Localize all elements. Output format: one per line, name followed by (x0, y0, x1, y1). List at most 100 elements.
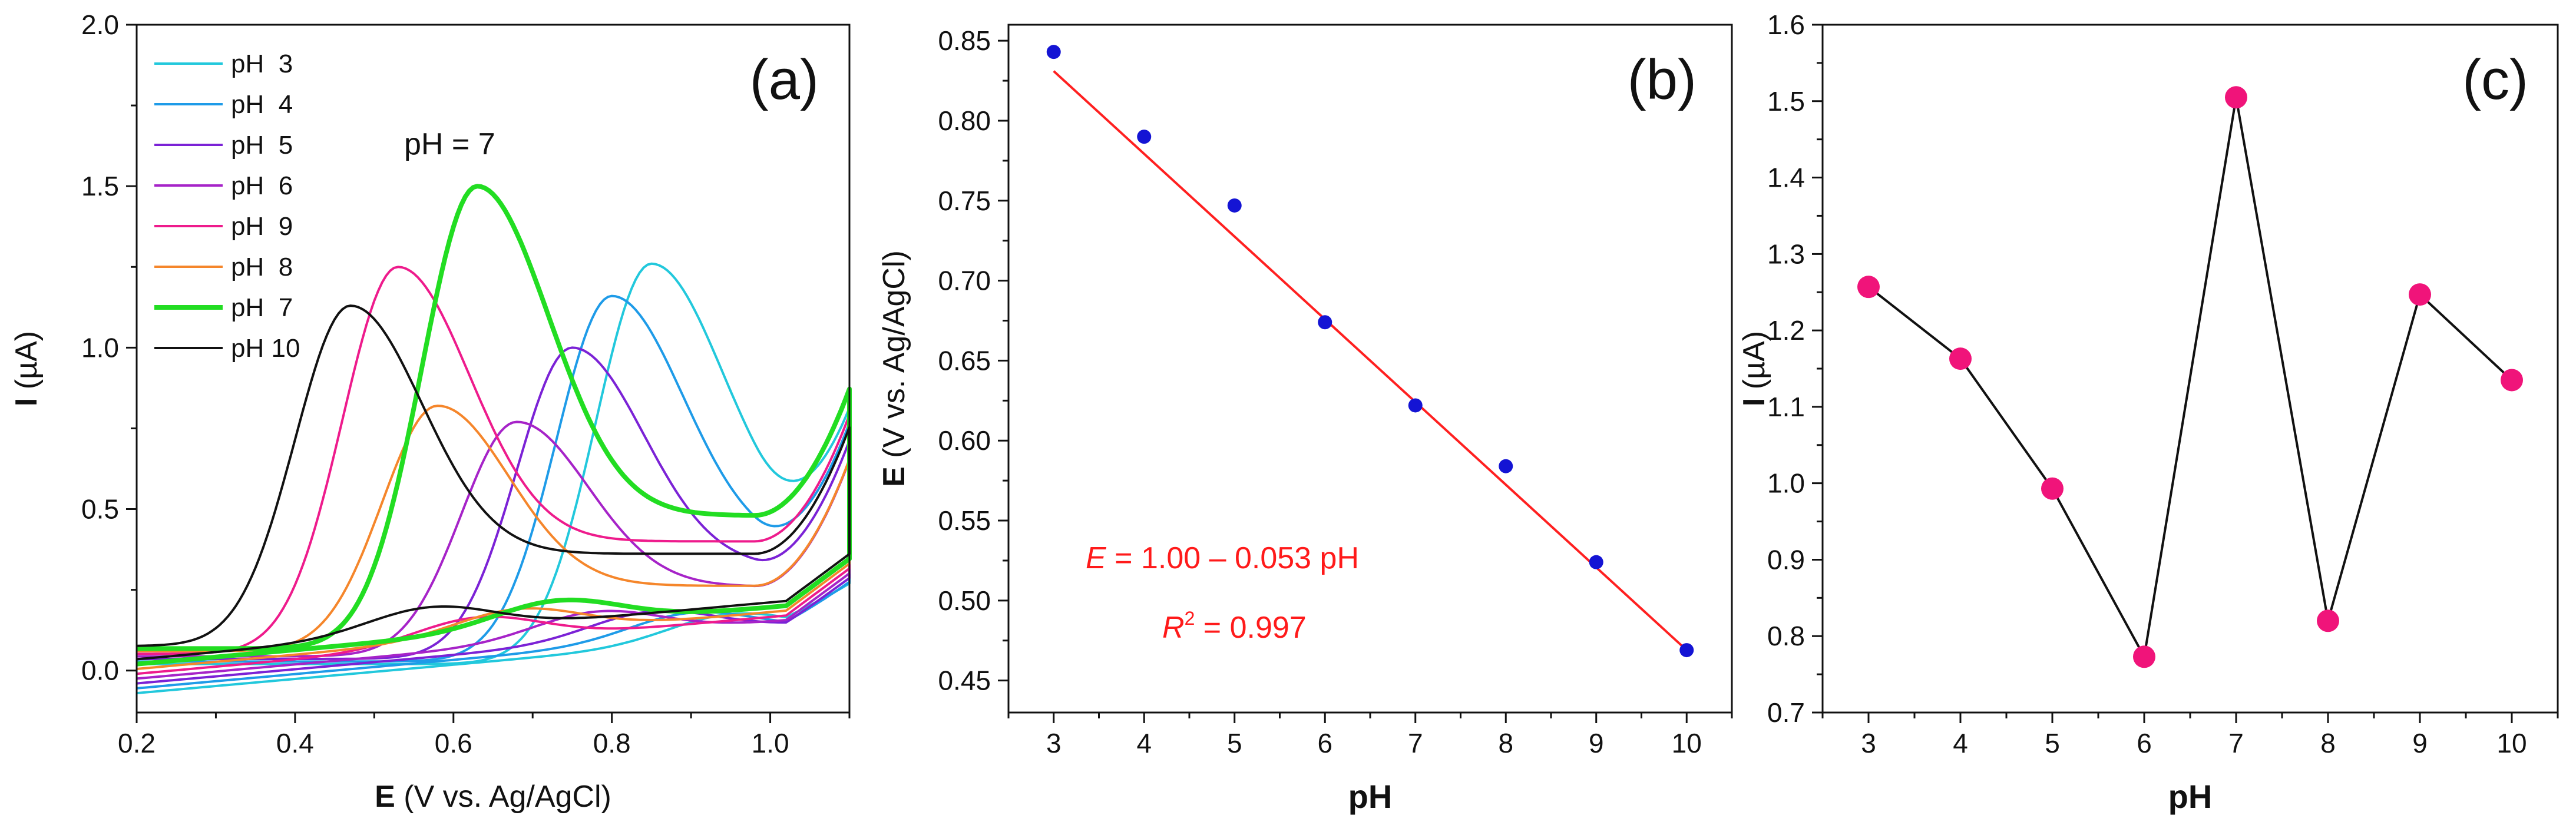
panel-b-x-tick-label: 6 (1317, 728, 1332, 758)
panel-b-x-tick-label: 4 (1136, 728, 1152, 758)
panel-a-x-title-symbol: E (375, 780, 395, 814)
panel-b-data-point (1046, 45, 1061, 59)
legend-label: pH 8 (231, 253, 293, 281)
panel-c-y-tick-label: 1.2 (1767, 315, 1805, 346)
panel-a-y-tick-label: 1.0 (81, 332, 119, 363)
legend-label: pH 4 (231, 90, 293, 119)
panel-a-x-tick-label: 1.0 (752, 728, 789, 758)
panel-b-y-tick-label: 0.60 (938, 425, 991, 456)
panel-a-y-tick-label: 0.0 (81, 655, 119, 686)
panel-c-x-tick-label: 8 (2320, 728, 2336, 758)
panel-b-y-tick-label: 0.55 (938, 505, 991, 536)
panel-c-x-tick-label: 10 (2496, 728, 2527, 758)
panel-b-y-tick-label: 0.80 (938, 105, 991, 136)
panel-b-data-point (1408, 398, 1423, 413)
panel-c-data-point (1857, 276, 1880, 299)
panel-c-y-title-unit: (µA) (1737, 331, 1771, 398)
panel-b-y-tick-label: 0.85 (938, 25, 991, 56)
panel-c-data-point (1949, 347, 1972, 370)
panel-b-y-tick-label: 0.50 (938, 585, 991, 616)
panel-c-data-point (2041, 477, 2064, 500)
panel-b-y-title-unit: (V vs. Ag/AgCl) (877, 250, 911, 466)
panel-c-y-tick-label: 1.5 (1767, 86, 1805, 117)
panel-c-y-tick-label: 1.3 (1767, 238, 1805, 269)
panel-b-y-title-symbol: E (877, 466, 911, 487)
panel-b-equation-body: = 1.00 – 0.053 pH (1106, 541, 1359, 575)
panel-b-r2-symbol: R (1162, 611, 1185, 645)
panel-c-y-axis-title: I (µA) (1737, 331, 1771, 406)
panel-a-y-tick-label: 0.5 (81, 494, 119, 525)
panel-c-x-tick-label: 6 (2137, 728, 2152, 758)
panel-a-y-tick-label: 1.5 (81, 171, 119, 201)
panel-a-x-tick-label: 0.8 (593, 728, 631, 758)
panel-a-x-axis-title: E (V vs. Ag/AgCl) (375, 780, 611, 814)
panel-c-y-tick-label: 1.0 (1767, 468, 1805, 499)
panel-c-y-tick-label: 0.8 (1767, 621, 1805, 651)
panel-c-y-tick-label: 1.4 (1767, 163, 1805, 193)
panel-c-label: (c) (2462, 48, 2528, 111)
panel-b-data-point (1589, 555, 1603, 569)
legend-label: pH 7 (231, 293, 293, 322)
panel-b-data-point (1227, 198, 1242, 213)
panel-b-x-tick-label: 10 (1672, 728, 1702, 758)
panel-b-fit-line (1053, 70, 1688, 651)
panel-b-y-tick-label: 0.45 (938, 665, 991, 696)
panel-c-y-tick-label: 1.1 (1767, 392, 1805, 422)
panel-b-y-axis-title: E (V vs. Ag/AgCl) (877, 250, 911, 487)
panel-a-label: (a) (750, 48, 819, 111)
panel-b-data-point (1679, 643, 1694, 658)
panel-b-data-point (1499, 459, 1513, 473)
panel-a-y-axis-title: I (µA) (9, 331, 44, 406)
panel-b-y-tick-label: 0.65 (938, 345, 991, 376)
panel-a-frame (135, 24, 851, 714)
legend-label: pH 10 (231, 334, 300, 363)
panel-c-y-tick-label: 0.7 (1767, 697, 1805, 728)
panel-b-label: (b) (1628, 48, 1697, 111)
panel-c-x-tick-label: 5 (2045, 728, 2060, 758)
panel-b-x-axis-title: pH (1348, 778, 1393, 815)
panel-a-y-title-unit: (µA) (9, 331, 44, 398)
panel-a-x-tick-label: 0.6 (435, 728, 472, 758)
panel-c-x-tick-label: 9 (2412, 728, 2428, 758)
panel-b-x-tick-label: 9 (1589, 728, 1604, 758)
panel-a-annotation: pH = 7 (404, 127, 495, 161)
panel-c-connecting-line (1867, 97, 2513, 661)
panel-b-r-squared: R2 = 0.997 (1162, 608, 1307, 645)
panel-b-y-tick-label: 0.75 (938, 185, 991, 216)
panel-b-data-point (1137, 130, 1152, 144)
panel-c-data-point (2317, 609, 2339, 632)
panel-b-x-tick-label: 8 (1498, 728, 1513, 758)
panel-c-y-tick-label: 1.6 (1767, 9, 1805, 40)
legend-label: pH 9 (231, 212, 293, 241)
panel-a-legend: pH 3 pH 4 pH 5 pH 6 pH 9 pH 8 pH 7 pH 10 (154, 49, 300, 363)
panel-b-x-tick-label: 3 (1046, 728, 1062, 758)
panel-b-r2-superscript: 2 (1185, 608, 1195, 629)
panel-a-x-title-unit: (V vs. Ag/AgCl) (395, 780, 611, 814)
panel-b-x-tick-label: 5 (1227, 728, 1242, 758)
panel-a-y-tick-label: 2.0 (81, 9, 119, 40)
panel-c-x-axis-title: pH (2168, 778, 2213, 815)
panel-c-x-tick-label: 4 (1953, 728, 1968, 758)
panel-c-data-point (2133, 645, 2155, 668)
panel-a-y-title-symbol: I (9, 398, 44, 406)
panel-b-r2-value: = 0.997 (1195, 611, 1306, 645)
panel-b: 3 4 5 6 7 8 9 10 0.45 0.50 0.55 0.60 0.65 0.70 0.75 0.8… (877, 24, 1733, 815)
panel-c-x-tick-label: 3 (1861, 728, 1876, 758)
legend-label: pH 3 (231, 49, 293, 78)
panel-c: 3 4 5 6 7 8 9 100.70.80.91.01.11.21.31.41.51.6 … (1737, 9, 2559, 815)
panel-c-data-point (2225, 86, 2247, 109)
panel-a-x-tick-label: 0.4 (276, 728, 314, 758)
panel-b-equation-symbol: E (1086, 541, 1107, 575)
legend-label: pH 5 (231, 131, 293, 160)
panel-b-y-tick-label: 0.70 (938, 266, 991, 296)
panel-c-y-title-symbol: I (1737, 398, 1771, 406)
panel-a-x-tick-label: 0.2 (118, 728, 156, 758)
panel-c-data-point (2501, 369, 2523, 392)
panel-b-equation: E = 1.00 – 0.053 pH (1086, 541, 1359, 575)
legend-label: pH 6 (231, 171, 293, 200)
panel-c-data-point (2409, 283, 2431, 306)
panel-b-x-tick-label: 7 (1408, 728, 1423, 758)
panel-a: 0.2 0.4 0.6 0.8 1.0 0.0 0.5 1.0 1.5 2.0 (a) pH = … (9, 9, 852, 814)
